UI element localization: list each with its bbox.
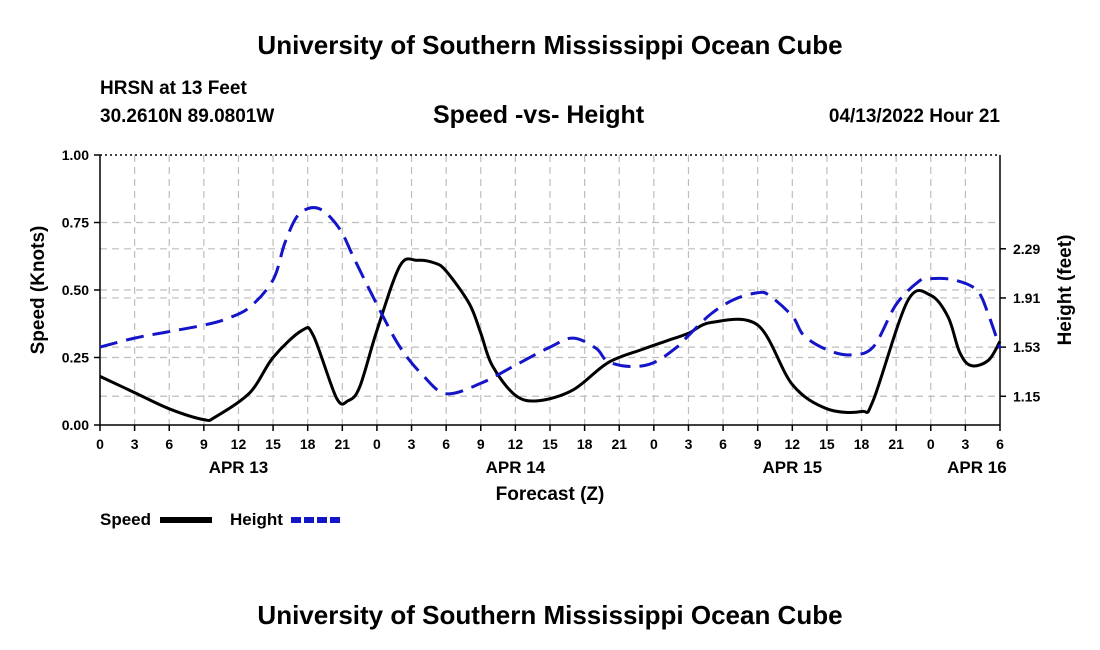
x-tick-label: 18	[300, 436, 316, 452]
x-tick-label: 15	[265, 436, 281, 452]
y-tick-label: 0.00	[62, 417, 89, 433]
y-tick-label: 0.50	[62, 282, 89, 298]
x-axis-title: Forecast (Z)	[496, 484, 605, 505]
datetime-label: 04/13/2022 Hour 21	[828, 106, 1000, 127]
y2-axis-title: Height (feet)	[1055, 235, 1076, 346]
footer-title: University of Southern Mississippi Ocean…	[257, 600, 843, 630]
height-series-line	[99, 206, 1002, 396]
legend-height-label: Height	[230, 510, 283, 529]
x-tick-label: 12	[231, 436, 247, 452]
x-tick-label: 6	[719, 436, 727, 452]
x-tick-label: 18	[854, 436, 870, 452]
date-label: APR 14	[486, 458, 546, 477]
x-tick-label: 15	[542, 436, 558, 452]
x-tick-label: 3	[685, 436, 693, 452]
x-tick-label: 6	[165, 436, 173, 452]
x-tick-label: 9	[200, 436, 208, 452]
y2-tick-label: 2.29	[1013, 241, 1040, 257]
date-label: APR 16	[947, 458, 1007, 477]
x-tick-label: 3	[961, 436, 969, 452]
date-label: APR 15	[763, 458, 823, 477]
station-label: HRSN at 13 Feet	[100, 78, 247, 99]
y-axis-title: Speed (Knots)	[28, 226, 49, 355]
x-tick-label: 21	[611, 436, 627, 452]
y-tick-label: 0.25	[62, 350, 89, 366]
coordinates-label: 30.2610N 89.0801W	[100, 106, 275, 127]
chart-subtitle: Speed -vs- Height	[433, 101, 645, 129]
legend-speed-label: Speed	[100, 510, 151, 529]
x-tick-label: 0	[96, 436, 104, 452]
speed-series-line	[99, 257, 1002, 423]
x-tick-label: 3	[408, 436, 416, 452]
x-tick-label: 6	[442, 436, 450, 452]
x-tick-label: 18	[577, 436, 593, 452]
chart-main-title: University of Southern Mississippi Ocean…	[257, 30, 843, 60]
x-tick-label: 0	[650, 436, 658, 452]
y-tick-label: 0.75	[62, 215, 89, 231]
y2-tick-label: 1.15	[1013, 388, 1040, 404]
x-tick-label: 9	[754, 436, 762, 452]
x-tick-label: 15	[819, 436, 835, 452]
y2-tick-label: 1.91	[1013, 290, 1040, 306]
x-tick-label: 0	[927, 436, 935, 452]
x-tick-label: 6	[996, 436, 1004, 452]
x-tick-label: 9	[477, 436, 485, 452]
y-tick-label: 1.00	[62, 147, 89, 163]
x-tick-label: 12	[785, 436, 801, 452]
x-tick-label: 21	[888, 436, 904, 452]
x-tick-label: 0	[373, 436, 381, 452]
y2-tick-label: 1.53	[1013, 339, 1040, 355]
x-tick-label: 12	[508, 436, 524, 452]
date-label: APR 13	[209, 458, 269, 477]
x-tick-label: 21	[335, 436, 351, 452]
x-tick-label: 3	[131, 436, 139, 452]
